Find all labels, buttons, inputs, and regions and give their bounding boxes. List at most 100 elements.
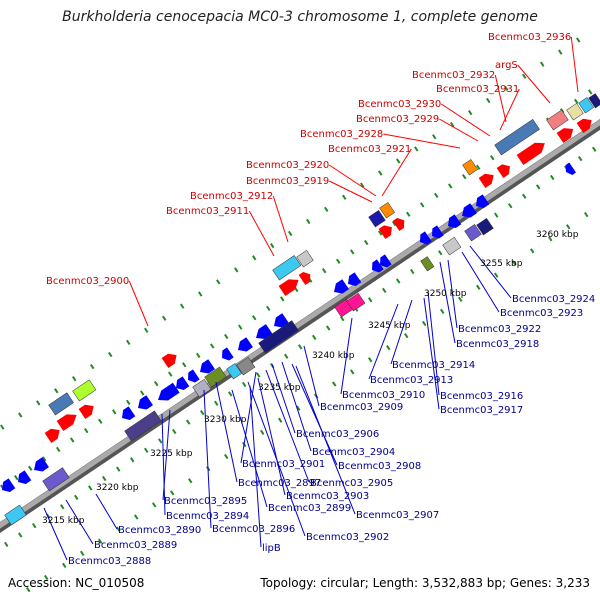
gene-feature [122, 406, 136, 420]
tick-mark [396, 278, 401, 284]
kbp-tick-label: 3235 kbp [258, 383, 301, 393]
tick-mark [224, 453, 229, 460]
tick-mark [349, 369, 355, 375]
kbp-tick-label: 3255 kbp [480, 259, 523, 269]
tick-mark [422, 320, 427, 327]
gene-feature [298, 271, 311, 285]
kbp-tick-label: 3250 kbp [424, 289, 467, 299]
gene-box [546, 109, 569, 131]
gene-feature [334, 279, 349, 294]
tick-mark [98, 538, 103, 544]
leader-line-forward [328, 164, 377, 197]
tick-mark [151, 502, 157, 508]
gene-arrow-reverse [420, 231, 432, 245]
leader-line-reverse [43, 507, 68, 561]
gene-label-reverse: Bcenmc03_2916 [440, 391, 523, 402]
gene-feature [236, 356, 256, 376]
tick-mark [88, 485, 93, 491]
gene-arrow-reverse [372, 259, 384, 273]
tick-mark [306, 218, 311, 225]
tick-mark [512, 260, 517, 266]
gene-box [272, 255, 302, 281]
gene-feature [238, 337, 253, 352]
tick-mark [43, 574, 49, 581]
gene-label-reverse: Bcenmc03_2888 [68, 556, 151, 567]
leader-line-reverse [65, 499, 94, 545]
tick-mark [404, 332, 409, 339]
gene-feature [392, 217, 405, 231]
tick-mark [215, 279, 221, 285]
tick-mark [476, 164, 481, 170]
gene-feature [124, 410, 162, 442]
tick-mark [133, 514, 139, 520]
gene-arrow-forward [44, 428, 60, 443]
gene-box [226, 363, 242, 380]
tick-mark [280, 296, 285, 302]
leader-line-forward [128, 280, 149, 327]
gene-arrow-reverse [2, 478, 16, 492]
gene-label-forward: Bcenmc03_2928 [300, 129, 383, 140]
tick-mark [382, 287, 387, 294]
gene-box [258, 320, 299, 354]
gene-feature [204, 366, 227, 388]
gene-box [346, 292, 366, 312]
tick-mark [558, 49, 563, 55]
gene-feature [372, 259, 384, 273]
tick-mark [26, 586, 31, 593]
gene-arrow-forward [516, 142, 545, 165]
gene-feature [158, 382, 180, 401]
gene-feature [494, 118, 540, 156]
gene-feature [420, 256, 435, 272]
gene-feature [176, 376, 190, 390]
gene-feature [258, 320, 299, 354]
leader-line-reverse [203, 389, 212, 529]
leader-line-reverse [368, 303, 399, 380]
tick-mark [588, 89, 593, 95]
leader-line-reverse [161, 413, 166, 516]
gene-arrow-forward [56, 414, 77, 431]
gene-box [462, 159, 478, 176]
gene-feature [274, 313, 289, 328]
tick-mark [162, 315, 167, 321]
tick-mark [494, 272, 499, 278]
label-leader-lines [43, 36, 579, 561]
gene-feature [576, 118, 592, 133]
tick-mark [187, 478, 193, 484]
gene-feature [44, 428, 60, 443]
gene-label-reverse: Bcenmc03_2889 [94, 540, 177, 551]
tick-mark [467, 109, 473, 116]
gene-feature [546, 109, 569, 131]
leader-line-forward [494, 74, 507, 123]
leader-line-forward [517, 64, 551, 104]
gene-feature [278, 279, 299, 296]
kbp-tick-label: 3215 kbp [42, 516, 85, 526]
leader-line-forward [248, 210, 275, 257]
tick-mark [59, 504, 65, 510]
leader-line-forward [440, 103, 491, 137]
tick-mark [195, 352, 201, 358]
gene-label-reverse: Bcenmc03_2904 [312, 447, 395, 458]
gene-label-forward: Bcenmc03_2900 [46, 276, 129, 287]
tick-mark [169, 490, 175, 496]
tick-mark [368, 357, 373, 363]
figure-title: Burkholderia cenocepacia MC0-3 chromosom… [62, 9, 538, 25]
gene-features-layer [2, 93, 600, 526]
tick-mark [242, 381, 247, 388]
leader-line-reverse [439, 261, 456, 344]
gene-feature [516, 142, 545, 165]
gene-feature [556, 128, 574, 143]
gene-feature [478, 173, 494, 188]
tick-mark [360, 182, 365, 188]
tick-mark [414, 146, 419, 152]
gene-label-forward: Bcenmc03_2911 [166, 206, 249, 217]
tick-mark [107, 351, 113, 358]
tick-mark [406, 211, 411, 217]
kbp-tick-label: 3260 kbp [536, 230, 579, 240]
tick-mark [341, 194, 347, 200]
tick-mark [288, 230, 293, 237]
tick-mark [4, 541, 9, 548]
gene-arrow-reverse [462, 203, 477, 218]
gene-feature [496, 164, 510, 178]
tick-mark [577, 156, 583, 162]
